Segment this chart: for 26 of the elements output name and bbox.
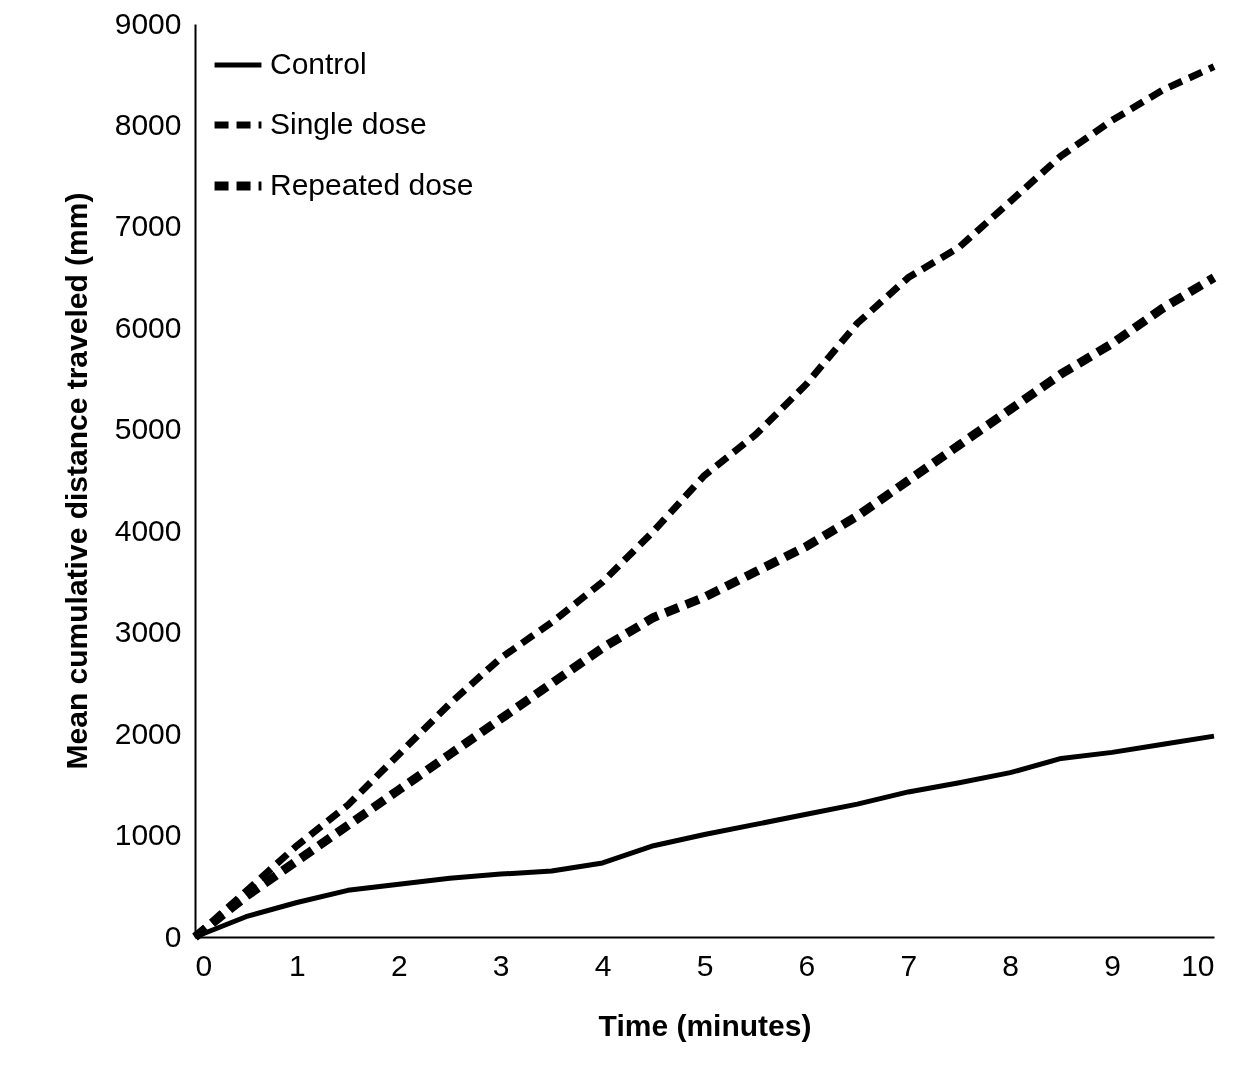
x-tick-label: 6 — [798, 948, 816, 982]
legend-label: Control — [270, 47, 367, 80]
y-tick-label: 5000 — [114, 412, 182, 446]
y-tick-label: 8000 — [114, 107, 182, 141]
x-tick-label: 4 — [594, 948, 612, 982]
legend-label: Single dose — [270, 107, 427, 140]
x-tick-label: 8 — [1002, 948, 1020, 982]
legend-label: Repeated dose — [270, 168, 474, 201]
y-tick-label: 6000 — [114, 310, 182, 344]
x-tick-label: 9 — [1104, 948, 1121, 982]
y-tick-label: 2000 — [114, 716, 182, 750]
x-tick-label: 1 — [289, 948, 306, 982]
x-tick-label: 0 — [195, 948, 213, 982]
x-tick-label: 10 — [1181, 948, 1215, 982]
x-tick-label: 3 — [492, 948, 510, 982]
y-tick-label: 0 — [164, 919, 182, 953]
x-axis-title: Time (minutes) — [598, 1008, 812, 1042]
x-tick-label: 7 — [900, 948, 918, 982]
y-tick-label: 9000 — [114, 6, 182, 40]
x-tick-label: 5 — [696, 948, 714, 982]
y-tick-label: 3000 — [114, 615, 182, 649]
y-tick-label: 4000 — [114, 513, 182, 547]
y-tick-label: 7000 — [114, 209, 182, 243]
x-tick-label: 2 — [390, 948, 408, 982]
y-tick-label: 1000 — [114, 818, 182, 852]
y-axis-title: Mean cumulative distance traveled (mm) — [59, 192, 93, 770]
